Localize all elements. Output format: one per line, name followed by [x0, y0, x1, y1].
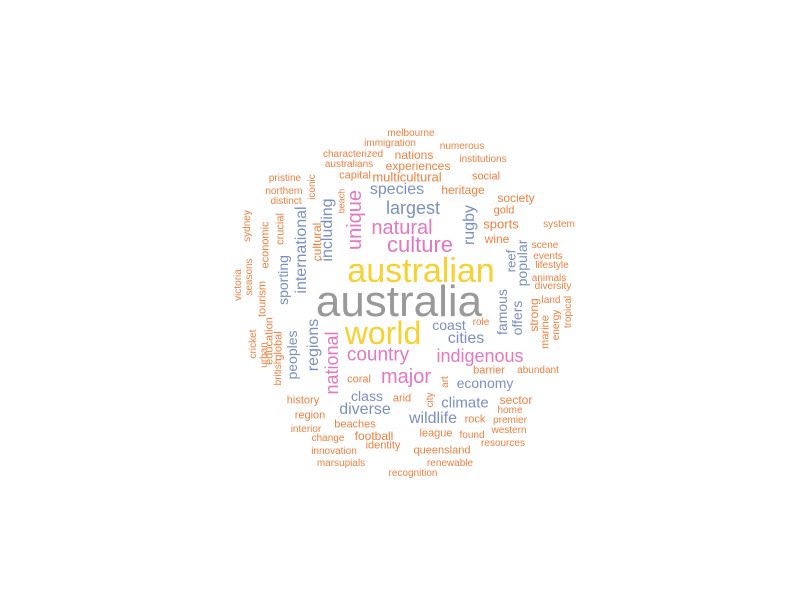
word: wine: [484, 232, 510, 246]
word: institutions: [459, 154, 507, 165]
word: society: [497, 191, 535, 205]
word: indigenous: [436, 346, 524, 366]
word: economy: [456, 375, 514, 391]
word: culture: [386, 232, 454, 257]
word: tropical: [563, 295, 574, 329]
word: scene: [531, 240, 559, 251]
word: melbourne: [387, 128, 435, 139]
word: social: [471, 170, 501, 183]
word: largest: [385, 198, 441, 218]
word: interior: [290, 424, 322, 435]
word: peoples: [284, 330, 300, 380]
word: beaches: [334, 418, 376, 431]
word: reef: [503, 249, 519, 273]
word: football: [354, 429, 394, 443]
word: rock: [464, 413, 486, 426]
word: australia: [315, 277, 483, 326]
word: diverse: [339, 401, 391, 418]
word: international: [293, 206, 310, 294]
word: experiences: [385, 159, 451, 173]
word: species: [369, 181, 425, 198]
word: economic: [259, 221, 272, 269]
word: arid: [392, 392, 412, 405]
word: distinct: [270, 196, 302, 207]
word: victoria: [233, 269, 244, 301]
word: country: [346, 344, 410, 366]
word: famous: [494, 289, 510, 335]
word: resources: [481, 438, 525, 449]
word: natural: [371, 217, 433, 239]
word: nations: [394, 148, 434, 162]
word: innovation: [311, 446, 357, 457]
word: seasons: [244, 258, 255, 296]
word: tourism: [256, 280, 269, 318]
word: multicultural: [372, 169, 442, 185]
word: home: [497, 405, 523, 416]
word: heritage: [441, 183, 485, 197]
word: australians: [324, 159, 374, 170]
word: region: [294, 409, 326, 422]
word: unique: [344, 189, 366, 251]
word: city: [425, 392, 436, 408]
word: lifestyle: [535, 260, 569, 271]
word: world: [344, 315, 422, 351]
word: iconic: [307, 174, 318, 200]
word: sector: [499, 393, 533, 407]
word: abundant: [517, 365, 559, 376]
word: strong: [527, 298, 541, 332]
word: offers: [509, 300, 525, 336]
word: class: [351, 388, 383, 404]
word: role: [472, 317, 490, 328]
word: urban: [259, 342, 270, 368]
word: recognition: [388, 468, 438, 479]
word: system: [543, 219, 575, 230]
word: sydney: [242, 210, 253, 242]
word: national: [322, 331, 342, 395]
word: immigration: [364, 138, 416, 149]
word: major: [380, 366, 432, 388]
word: rugby: [461, 204, 478, 246]
word: beach: [336, 188, 347, 214]
word: wildlife: [408, 410, 458, 427]
word: climate: [441, 394, 489, 412]
word: history: [286, 394, 320, 407]
word: gold: [493, 204, 515, 217]
word: diversity: [534, 281, 572, 292]
word: coral: [347, 373, 371, 386]
word: crucial: [274, 213, 287, 245]
word: regions: [305, 318, 322, 372]
word: art: [440, 376, 451, 388]
word: land: [541, 295, 561, 306]
word: barrier: [473, 364, 505, 377]
word: cultural: [310, 222, 324, 262]
word: renewable: [426, 458, 474, 469]
word: australian: [347, 252, 495, 290]
word: british: [273, 358, 284, 386]
word: capital: [339, 169, 371, 182]
word: marsupials: [316, 458, 366, 469]
word: characterized: [322, 149, 384, 160]
word: events: [533, 251, 563, 262]
word: queensland: [413, 444, 471, 457]
word: energy: [551, 309, 562, 341]
word: sports: [483, 216, 519, 232]
word: found: [459, 430, 485, 441]
word: premier: [493, 415, 527, 426]
word: global: [272, 331, 285, 361]
word: numerous: [439, 141, 485, 152]
word: coast: [432, 317, 466, 333]
word: animals: [531, 273, 567, 284]
word: western: [491, 425, 527, 436]
word: cities: [447, 330, 485, 347]
word: sporting: [275, 255, 291, 305]
word: cricket: [248, 329, 259, 359]
word: northern: [265, 186, 303, 197]
word: league: [419, 427, 453, 440]
word: identity: [365, 439, 401, 452]
word: marine: [539, 315, 552, 349]
word: change: [311, 433, 345, 444]
word: pristine: [268, 173, 302, 184]
